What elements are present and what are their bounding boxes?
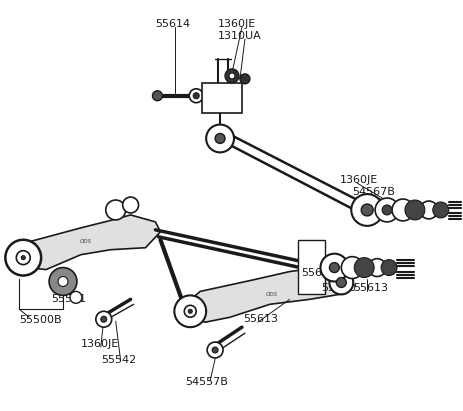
Text: 1310UA: 1310UA (218, 31, 261, 41)
Circle shape (206, 125, 233, 152)
Circle shape (49, 268, 77, 296)
Circle shape (380, 260, 396, 275)
Circle shape (189, 89, 203, 103)
Circle shape (329, 263, 338, 272)
Circle shape (391, 199, 413, 221)
Circle shape (367, 259, 385, 277)
Polygon shape (185, 268, 347, 322)
Circle shape (193, 93, 199, 99)
Circle shape (239, 74, 250, 84)
Text: 55614: 55614 (155, 19, 190, 29)
Text: 1360JE: 1360JE (338, 175, 377, 185)
Circle shape (381, 205, 391, 215)
Circle shape (152, 91, 162, 101)
Circle shape (96, 311, 112, 327)
Text: 55613: 55613 (352, 284, 388, 293)
Circle shape (360, 204, 372, 216)
Circle shape (336, 277, 345, 287)
Text: 1360JE: 1360JE (81, 339, 119, 349)
Circle shape (404, 200, 424, 220)
Circle shape (329, 270, 352, 294)
Bar (202, 83, 241, 113)
Circle shape (215, 134, 225, 143)
Text: 54557B: 54557B (185, 377, 228, 387)
Circle shape (212, 347, 218, 353)
Circle shape (106, 200, 125, 220)
Text: 55500B: 55500B (19, 315, 62, 325)
Circle shape (184, 305, 196, 317)
Circle shape (374, 198, 398, 222)
Circle shape (229, 73, 234, 79)
Text: 55610: 55610 (321, 284, 356, 293)
Circle shape (188, 309, 192, 313)
Circle shape (122, 197, 138, 213)
Circle shape (70, 291, 82, 303)
Text: 55542: 55542 (100, 355, 136, 365)
Text: 55541: 55541 (51, 294, 86, 305)
Circle shape (419, 201, 437, 219)
Circle shape (225, 69, 238, 83)
Circle shape (350, 194, 382, 226)
Bar (297, 240, 325, 294)
Circle shape (206, 342, 223, 358)
Circle shape (21, 256, 25, 260)
Circle shape (58, 277, 68, 286)
Polygon shape (19, 215, 160, 270)
Circle shape (174, 296, 206, 327)
Circle shape (100, 316, 106, 322)
Text: 54567B: 54567B (351, 187, 394, 197)
Text: 1360JE: 1360JE (218, 19, 256, 29)
Text: 55612: 55612 (301, 268, 336, 277)
Circle shape (320, 254, 348, 282)
Circle shape (341, 256, 363, 279)
Circle shape (6, 240, 41, 275)
Circle shape (353, 258, 373, 277)
Text: ODS: ODS (265, 292, 277, 297)
Text: 55613: 55613 (243, 314, 277, 324)
Text: ODS: ODS (80, 239, 92, 244)
Circle shape (16, 251, 30, 265)
Circle shape (432, 202, 448, 218)
